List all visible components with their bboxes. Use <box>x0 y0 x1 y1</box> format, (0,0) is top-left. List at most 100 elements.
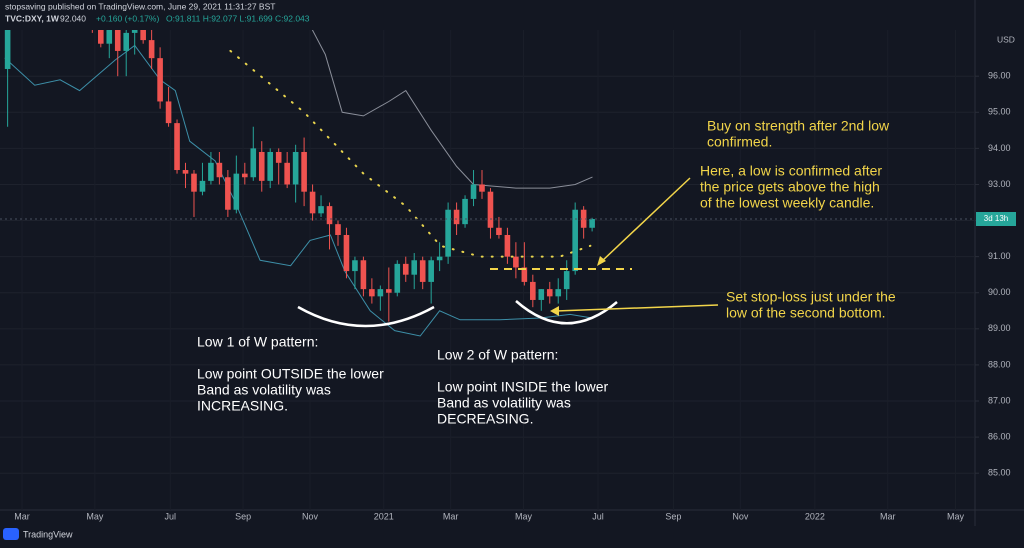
candle-body <box>208 162 214 181</box>
symbol: TVC:DXY, 1W <box>5 13 60 23</box>
candle-body <box>182 170 189 174</box>
candle-body <box>335 224 341 235</box>
y-tick-label: 95.00 <box>988 107 1011 117</box>
publisher-line: stopsaving published on TradingView.com,… <box>5 1 275 11</box>
y-tick-label: 89.00 <box>988 323 1011 333</box>
candle-body <box>250 148 257 178</box>
ohlc-summary: O:91.811 H:92.077 L:91.699 C:92.043 <box>166 13 310 23</box>
annotation: Low point OUTSIDE the lower <box>197 366 384 382</box>
candle-body <box>513 256 519 268</box>
change: +0.160 (+0.17%) <box>96 13 159 23</box>
candle-body <box>470 184 477 199</box>
x-tick-label: 2022 <box>805 511 825 521</box>
candle-body <box>589 219 595 228</box>
candle-body <box>369 289 375 297</box>
candle-body <box>258 151 265 181</box>
y-tick-label: 86.00 <box>988 431 1011 441</box>
annotation: Low point INSIDE the lower <box>437 379 609 395</box>
annotation: INCREASING. <box>197 398 288 414</box>
candle-body <box>284 162 290 185</box>
candle-body <box>4 30 11 69</box>
arrow-head <box>550 306 559 316</box>
candle-body <box>411 260 418 275</box>
band-line <box>4 44 593 337</box>
candle-body <box>326 206 333 225</box>
candle-body <box>479 184 485 192</box>
candle-body <box>419 260 426 282</box>
candle-body <box>106 30 113 44</box>
annotation: Band as volatility was <box>197 382 331 398</box>
candle-body <box>174 123 180 171</box>
candle-body <box>216 162 223 178</box>
candle-body <box>352 260 358 272</box>
annotation: confirmed. <box>707 134 772 150</box>
arrow-buy <box>600 177 691 263</box>
candle-body <box>377 289 384 297</box>
arrow-head <box>597 256 606 266</box>
candle-body <box>445 209 451 257</box>
candle-body <box>233 173 240 210</box>
candle-body <box>436 256 443 261</box>
candle-body <box>487 191 494 228</box>
x-tick-label: 2021 <box>374 511 394 521</box>
candle-body <box>309 191 316 214</box>
x-tick-label: May <box>947 511 965 521</box>
candle-body <box>225 177 231 210</box>
x-tick-label: Mar <box>443 511 459 521</box>
candle-body <box>394 263 401 293</box>
y-tick-label: 90.00 <box>988 287 1011 297</box>
annotation: Low 1 of W pattern: <box>197 334 318 350</box>
candle-body <box>555 289 562 297</box>
candle-body <box>563 271 570 290</box>
band-line <box>229 49 592 258</box>
y-tick-label: 87.00 <box>988 395 1011 405</box>
annotation: Buy on strength after 2nd low <box>707 118 890 134</box>
candle-body <box>580 209 587 228</box>
band-line <box>311 30 593 189</box>
arc-low-2 <box>515 300 618 325</box>
x-tick-label: Nov <box>302 511 319 521</box>
candle-body <box>504 234 511 257</box>
candle-body <box>165 101 172 124</box>
candle-body <box>318 206 324 214</box>
x-tick-label: Sep <box>235 511 251 521</box>
brand: TradingView <box>23 529 73 539</box>
candle-body <box>140 30 146 41</box>
x-tick-label: Sep <box>665 511 681 521</box>
x-tick-label: Mar <box>14 511 30 521</box>
candle-body <box>199 180 206 192</box>
candle-body <box>572 209 578 272</box>
annotation: Here, a low is confirmed after <box>700 163 882 179</box>
y-tick-label: 94.00 <box>988 143 1011 153</box>
arc-low-1 <box>297 305 435 328</box>
y-tick-label: 93.00 <box>988 179 1011 189</box>
candle-body <box>343 234 350 272</box>
candle-body <box>157 58 163 102</box>
candle-body <box>131 30 138 33</box>
candle-body <box>148 40 155 59</box>
overlay: stopsaving published on TradingView.com,… <box>0 1 1016 540</box>
candle-body <box>275 151 282 163</box>
candle-body <box>462 198 468 225</box>
last-price: 92.040 <box>60 13 86 23</box>
annotation: Band as volatility was <box>437 395 571 411</box>
annotation: Low 2 of W pattern: <box>437 347 558 363</box>
candle-body <box>428 260 434 282</box>
candle-body <box>530 281 536 300</box>
candle-body <box>453 209 460 225</box>
annotation: low of the second bottom. <box>726 305 886 321</box>
candle-body <box>98 30 104 44</box>
y-tick-label: 85.00 <box>988 468 1011 478</box>
x-tick-label: Nov <box>732 511 749 521</box>
x-tick-label: Jul <box>592 511 604 521</box>
x-tick-label: Jul <box>165 511 177 521</box>
candle-body <box>242 173 248 178</box>
candle-body <box>123 32 130 51</box>
plot-area <box>0 30 975 474</box>
annotation: of the lowest weekly candle. <box>700 195 874 211</box>
candle-body <box>191 173 197 192</box>
brand-logo <box>3 528 19 540</box>
candle-body <box>386 289 392 293</box>
candle-body <box>496 227 502 235</box>
